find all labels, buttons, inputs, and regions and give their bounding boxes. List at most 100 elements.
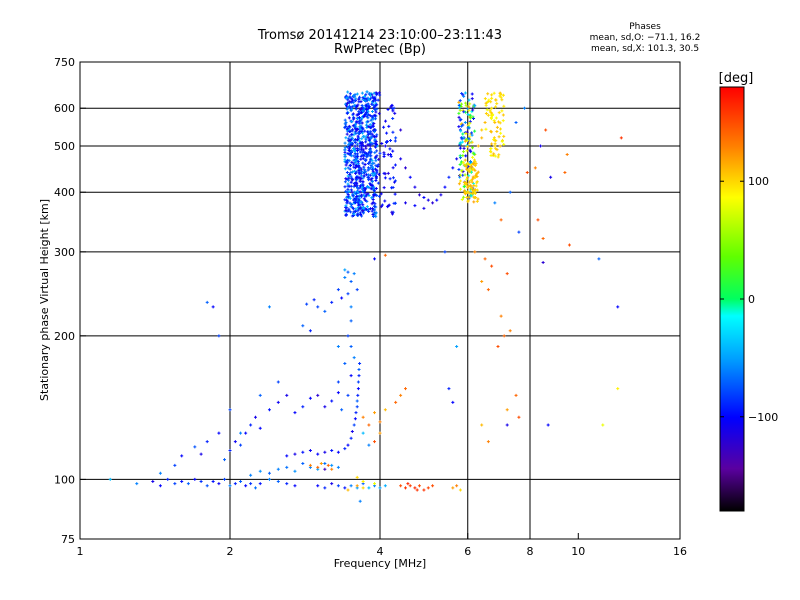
data-point bbox=[458, 141, 462, 145]
data-point bbox=[394, 400, 398, 404]
data-point bbox=[451, 166, 455, 170]
data-point bbox=[355, 197, 359, 201]
data-point bbox=[180, 454, 184, 458]
data-point bbox=[353, 166, 357, 170]
data-point bbox=[470, 140, 474, 144]
y-tick-label: 200 bbox=[54, 330, 75, 343]
data-point bbox=[359, 154, 363, 158]
data-point bbox=[373, 151, 377, 155]
data-point bbox=[435, 198, 439, 202]
data-point bbox=[462, 110, 466, 114]
data-point bbox=[498, 144, 502, 148]
data-point bbox=[180, 479, 184, 483]
data-point bbox=[352, 165, 356, 169]
data-point bbox=[330, 399, 334, 403]
data-point bbox=[371, 174, 375, 178]
data-point bbox=[492, 119, 496, 123]
data-point bbox=[417, 484, 421, 488]
data-point bbox=[377, 172, 381, 176]
data-point bbox=[490, 96, 494, 100]
data-point bbox=[426, 486, 430, 490]
data-point bbox=[343, 167, 347, 171]
data-point bbox=[368, 132, 372, 136]
data-point bbox=[352, 94, 356, 98]
data-point bbox=[457, 111, 461, 115]
data-point bbox=[462, 180, 466, 184]
data-point bbox=[461, 123, 465, 127]
data-point bbox=[344, 177, 348, 181]
y-tick-label: 600 bbox=[54, 102, 75, 115]
data-point bbox=[458, 488, 462, 492]
data-point bbox=[346, 195, 350, 199]
data-point bbox=[495, 125, 499, 129]
data-point bbox=[364, 207, 368, 211]
data-point bbox=[473, 159, 477, 163]
data-point bbox=[347, 124, 351, 128]
data-point bbox=[316, 305, 320, 309]
data-point bbox=[359, 141, 363, 145]
data-point bbox=[365, 199, 369, 203]
data-point bbox=[348, 100, 352, 104]
data-point bbox=[492, 136, 496, 140]
data-point bbox=[476, 144, 480, 148]
data-point bbox=[505, 408, 509, 412]
data-point bbox=[366, 143, 370, 147]
data-point bbox=[357, 121, 361, 125]
data-point bbox=[495, 129, 499, 133]
data-point bbox=[379, 192, 383, 196]
data-point bbox=[361, 479, 365, 483]
data-point bbox=[249, 473, 253, 477]
data-point bbox=[346, 182, 350, 186]
data-point bbox=[375, 103, 379, 107]
data-point bbox=[459, 136, 463, 140]
data-point bbox=[158, 484, 162, 488]
data-point bbox=[466, 190, 470, 194]
data-point bbox=[469, 159, 473, 163]
data-point bbox=[343, 268, 347, 272]
data-point bbox=[362, 197, 366, 201]
data-point bbox=[364, 159, 368, 163]
data-point bbox=[370, 115, 374, 119]
data-point bbox=[305, 302, 309, 306]
data-point bbox=[473, 168, 477, 172]
data-point bbox=[355, 189, 359, 193]
data-point bbox=[468, 141, 472, 145]
data-point bbox=[355, 191, 359, 195]
data-point bbox=[480, 279, 484, 283]
data-point bbox=[464, 104, 468, 108]
data-point bbox=[471, 115, 475, 119]
data-point bbox=[371, 168, 375, 172]
data-point bbox=[464, 154, 468, 158]
data-points bbox=[108, 90, 623, 503]
data-point bbox=[471, 167, 475, 171]
data-point bbox=[350, 142, 354, 146]
data-point bbox=[369, 207, 373, 211]
data-point bbox=[366, 116, 370, 120]
data-point bbox=[502, 104, 506, 108]
data-point bbox=[460, 91, 464, 95]
data-point bbox=[228, 484, 232, 488]
data-point bbox=[403, 201, 407, 205]
data-point bbox=[490, 106, 494, 110]
data-point bbox=[348, 196, 352, 200]
data-point bbox=[497, 135, 501, 139]
data-point bbox=[347, 95, 351, 99]
data-point bbox=[354, 159, 358, 163]
data-point bbox=[267, 477, 271, 481]
data-point bbox=[193, 445, 197, 449]
data-point bbox=[347, 139, 351, 143]
data-point bbox=[417, 193, 421, 197]
data-point bbox=[374, 211, 378, 215]
data-point bbox=[486, 113, 490, 117]
data-point bbox=[601, 423, 605, 427]
data-point bbox=[392, 106, 396, 110]
data-point bbox=[375, 93, 379, 97]
data-point bbox=[349, 180, 353, 184]
data-point bbox=[374, 159, 378, 163]
data-point bbox=[364, 194, 368, 198]
data-point bbox=[354, 107, 358, 111]
data-point bbox=[462, 184, 466, 188]
data-point bbox=[356, 103, 360, 107]
data-point bbox=[355, 399, 359, 403]
data-point bbox=[362, 174, 366, 178]
